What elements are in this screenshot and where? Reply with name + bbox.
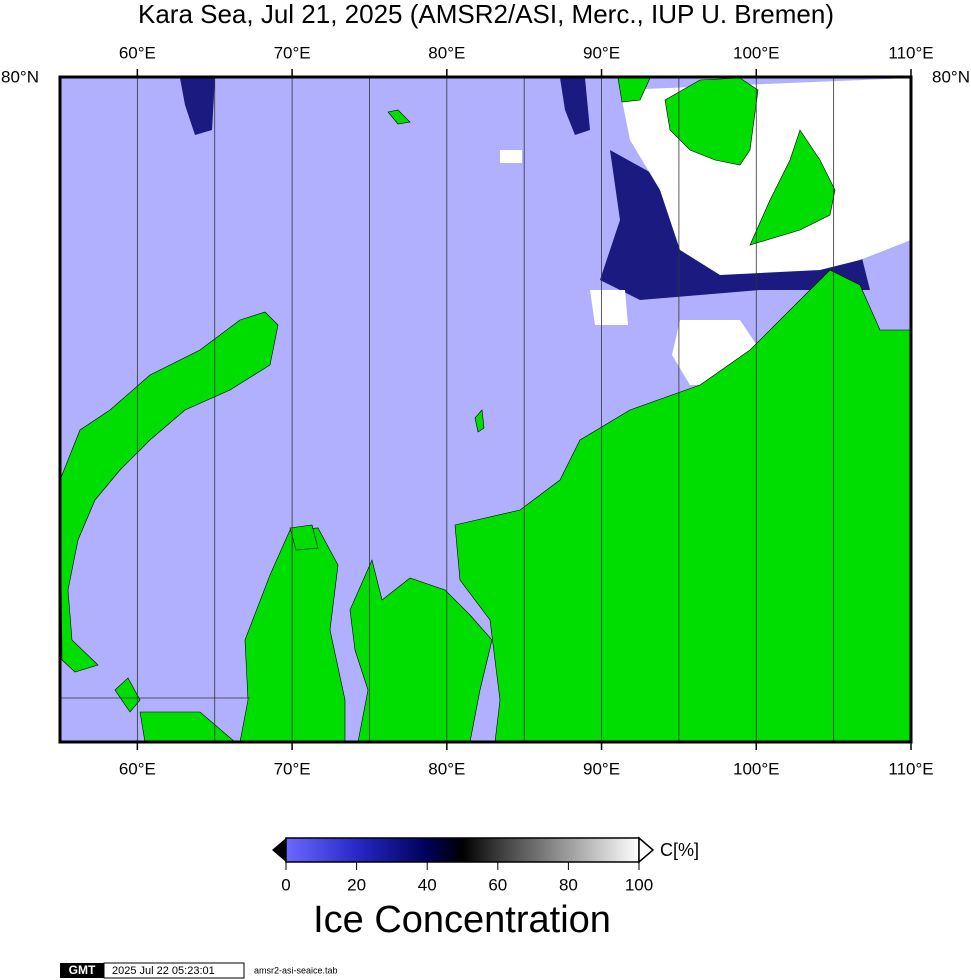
- colorbar-bar: [285, 837, 640, 863]
- map-area: [60, 77, 911, 742]
- colorbar-under: [272, 838, 286, 862]
- x-tick-label: 110°E: [888, 759, 933, 778]
- map-title: Kara Sea, Jul 21, 2025 (AMSR2/ASI, Merc.…: [138, 0, 834, 29]
- land: [139, 711, 236, 742]
- x-tick-label: 80°E: [428, 759, 465, 778]
- land: [454, 269, 911, 742]
- timestamp-box: [103, 962, 245, 979]
- ice-area: [500, 150, 522, 163]
- colorbar-over: [638, 836, 655, 864]
- x-tick-label: 70°E: [274, 759, 311, 778]
- x-tick-label: 60°E: [119, 43, 156, 62]
- colorbar-title: Ice Concentration: [313, 899, 611, 941]
- colorbar: C[%] Ice Concentration 0 20 40 60 80 100: [272, 836, 699, 941]
- grid: [136, 77, 911, 742]
- colorbar-tick-label: 100: [625, 875, 653, 894]
- land: [60, 311, 279, 673]
- colorbar-tick-label: 40: [418, 875, 437, 894]
- land: [664, 77, 759, 166]
- map-frame: [58, 75, 913, 744]
- lat-label: 80°N: [1, 67, 39, 86]
- x-tick-label: 90°E: [583, 759, 620, 778]
- ice-area: [560, 78, 590, 135]
- file-name: amsr2-asi-seaice.tab: [254, 965, 338, 975]
- colorbar-tick-label: 80: [559, 875, 578, 894]
- land: [114, 677, 141, 713]
- lat-label: 80°N: [932, 67, 970, 86]
- x-tick-label: 110°E: [888, 43, 933, 62]
- gmt-logo-text: GMT: [69, 963, 96, 977]
- land: [239, 527, 346, 742]
- x-tick-label: 60°E: [119, 759, 156, 778]
- colorbar-unit: C[%]: [660, 840, 699, 860]
- colorbar-tick-label: 60: [488, 875, 507, 894]
- land: [749, 129, 836, 246]
- x-tick-label: 100°E: [733, 43, 780, 62]
- x-tick-label: 80°E: [428, 43, 465, 62]
- gmt-logo: [60, 963, 104, 978]
- land: [349, 559, 493, 742]
- x-tick-label: 90°E: [583, 43, 620, 62]
- ice-area: [590, 290, 628, 325]
- x-tick-label: 70°E: [274, 43, 311, 62]
- land: [289, 524, 319, 551]
- ice-area: [180, 78, 215, 135]
- land: [387, 109, 411, 125]
- x-tick-label: 100°E: [733, 759, 780, 778]
- colorbar-tick-label: 20: [347, 875, 366, 894]
- land: [474, 409, 485, 433]
- timestamp: 2025 Jul 22 05:23:01: [112, 965, 215, 977]
- colorbar-tick-label: 0: [281, 875, 290, 894]
